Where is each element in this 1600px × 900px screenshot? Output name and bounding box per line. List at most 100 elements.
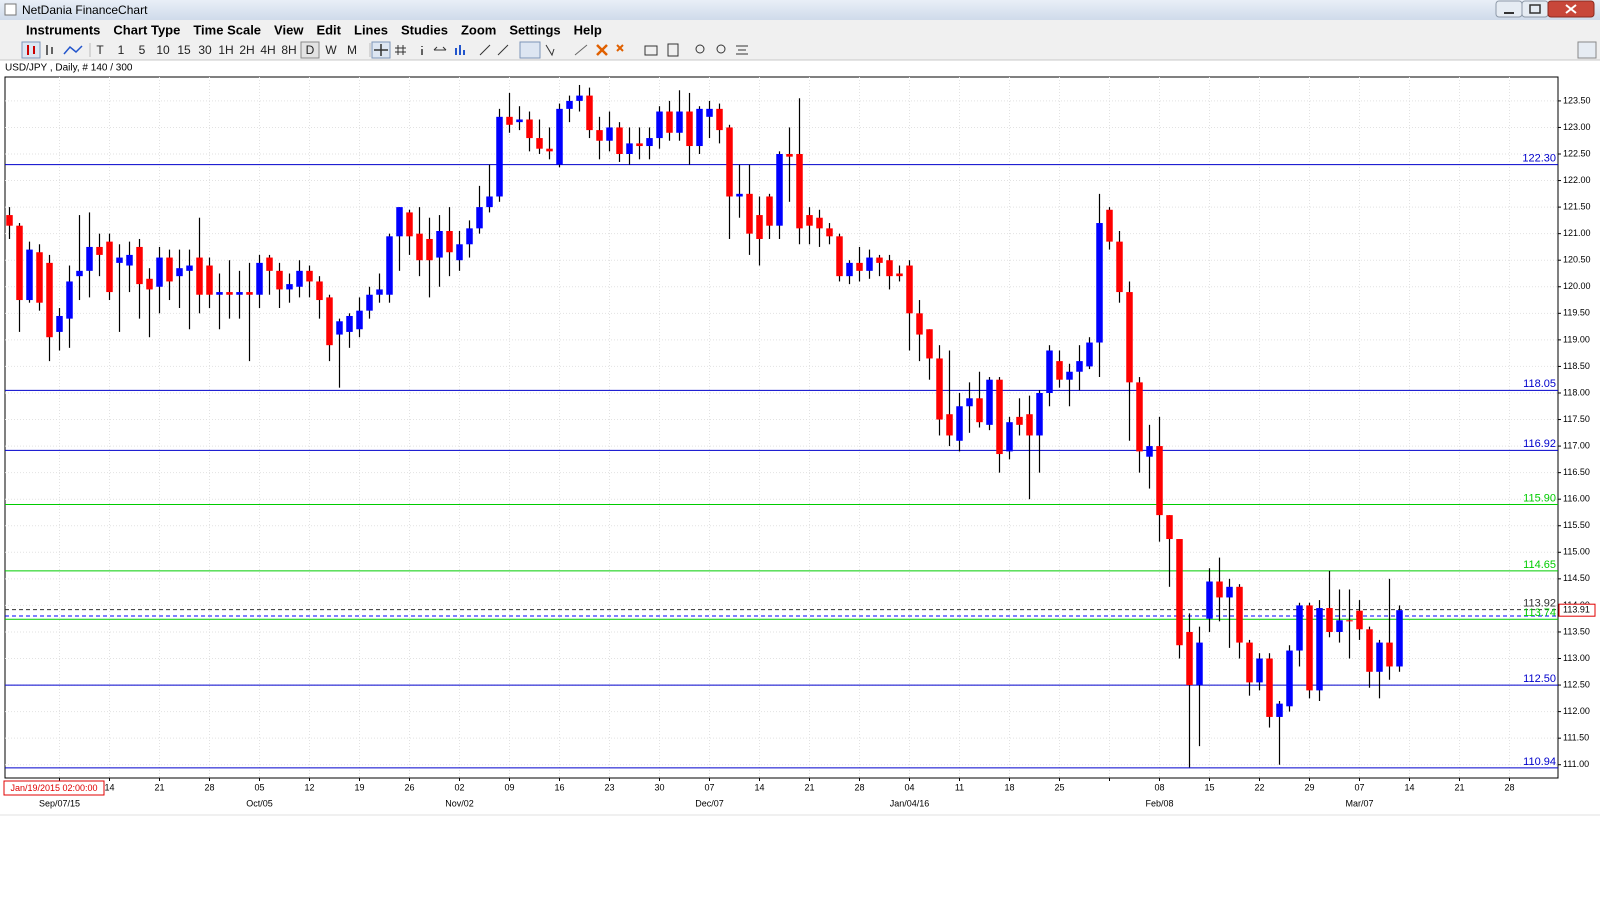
- candle-body: [566, 100, 573, 109]
- title-bar: [0, 0, 1600, 20]
- candle-body: [786, 154, 793, 157]
- candle-body: [656, 111, 663, 139]
- toolbar-icons: [21, 41, 1597, 59]
- zoom-out-tool[interactable]: [716, 44, 726, 54]
- candle-body: [406, 212, 413, 237]
- period-button[interactable]: 15: [177, 43, 191, 57]
- pen-tool[interactable]: [574, 44, 588, 56]
- volume-tool[interactable]: [455, 45, 465, 55]
- level-label: 113.74: [1523, 607, 1556, 619]
- candle-tool[interactable]: [21, 41, 41, 59]
- last-price-box: [1558, 603, 1596, 617]
- level-label: 122.30: [1522, 153, 1556, 165]
- panel-toggle[interactable]: [1577, 41, 1597, 59]
- period-button[interactable]: W: [325, 43, 337, 57]
- period-button[interactable]: 8H: [281, 43, 296, 57]
- maximize-glyph: [1529, 4, 1541, 14]
- x-month-label: Nov/02: [445, 798, 474, 808]
- menu-item[interactable]: Zoom: [461, 22, 496, 37]
- period-button[interactable]: M: [347, 43, 357, 57]
- period-button[interactable]: 2H: [239, 43, 254, 57]
- candle-body: [1336, 620, 1343, 632]
- icon: [374, 44, 388, 56]
- menu-item[interactable]: Settings: [509, 22, 560, 37]
- period-button[interactable]: 1: [118, 43, 125, 57]
- menu-item[interactable]: Studies: [401, 22, 448, 37]
- span-tool[interactable]: [433, 46, 447, 51]
- candle-body: [186, 265, 193, 271]
- period-button[interactable]: 10: [156, 43, 170, 57]
- candle-body: [1186, 631, 1193, 686]
- menu-item[interactable]: Help: [574, 22, 602, 37]
- bar-tool[interactable]: [46, 45, 53, 55]
- candle-body: [386, 236, 393, 295]
- period-button[interactable]: 1H: [218, 43, 233, 57]
- candle-body: [596, 130, 603, 141]
- x-tick-label: 02: [454, 782, 464, 792]
- candle-body: [846, 262, 853, 277]
- period-button[interactable]: 5: [139, 43, 146, 57]
- candle-body: [586, 95, 593, 131]
- candle-body: [1156, 446, 1163, 516]
- print-tool[interactable]: [644, 45, 658, 56]
- minimize-button[interactable]: [1495, 0, 1523, 18]
- delete-tool[interactable]: [596, 44, 608, 56]
- x-month-label: Sep/07/15: [39, 798, 80, 808]
- line-tool[interactable]: [63, 45, 83, 55]
- candle-body: [1086, 342, 1093, 367]
- y-tick-label: 122.00: [1563, 175, 1591, 185]
- menu-item[interactable]: Lines: [354, 22, 388, 37]
- x-tick-label: 29: [1304, 782, 1314, 792]
- candle-body: [1006, 422, 1013, 452]
- x-tick-label: 28: [204, 782, 214, 792]
- maximize-button[interactable]: [1521, 0, 1549, 18]
- candle-body: [946, 414, 953, 436]
- candle-body: [296, 270, 303, 287]
- fib-tool[interactable]: [519, 41, 541, 59]
- candle-body: [56, 315, 63, 332]
- x-tick-label: 30: [654, 782, 664, 792]
- candle-body: [346, 315, 353, 332]
- y-tick-label: 121.00: [1563, 228, 1591, 238]
- trend-tool[interactable]: [479, 44, 509, 56]
- menu-item[interactable]: Instruments: [26, 22, 100, 37]
- delete-all-tool[interactable]: [616, 44, 624, 52]
- y-tick-label: 120.50: [1563, 255, 1591, 265]
- menu-item[interactable]: Edit: [316, 22, 341, 37]
- menu-item[interactable]: Time Scale: [193, 22, 261, 37]
- candle-body: [1346, 620, 1353, 622]
- preview-tool[interactable]: [667, 43, 679, 57]
- toolbar: [0, 40, 1600, 60]
- candle-body: [516, 119, 523, 123]
- candle-body: [1316, 608, 1323, 691]
- y-tick-label: 121.50: [1563, 201, 1591, 211]
- arrow-tool[interactable]: [545, 44, 555, 57]
- level-label: 116.92: [1523, 438, 1556, 450]
- candle-body: [726, 127, 733, 197]
- candle-body: [976, 398, 983, 423]
- zoom-in-tool[interactable]: [695, 44, 705, 54]
- cursor-date-box: [3, 780, 105, 796]
- candle-body: [1126, 292, 1133, 383]
- period-button[interactable]: 30: [198, 43, 212, 57]
- period-button[interactable]: D: [306, 43, 315, 57]
- candle-body: [526, 119, 533, 139]
- level-label: 112.50: [1523, 673, 1556, 685]
- candle-body: [1386, 642, 1393, 667]
- x-tick-label: 21: [1454, 782, 1464, 792]
- fit-tool[interactable]: [736, 45, 748, 55]
- menu-item[interactable]: View: [274, 22, 304, 37]
- period-button[interactable]: T: [96, 43, 104, 57]
- candle-body: [16, 225, 23, 301]
- grid-tool[interactable]: [395, 45, 406, 55]
- candle-body: [476, 207, 483, 229]
- candle-body: [716, 108, 723, 131]
- period-button[interactable]: 4H: [260, 43, 275, 57]
- menu-item[interactable]: Chart Type: [113, 22, 180, 37]
- candle-body: [146, 278, 153, 290]
- candle-body: [1356, 610, 1363, 630]
- candle-body: [236, 292, 243, 295]
- menu: Instruments Chart Type Time Scale View Edit L…: [26, 22, 602, 37]
